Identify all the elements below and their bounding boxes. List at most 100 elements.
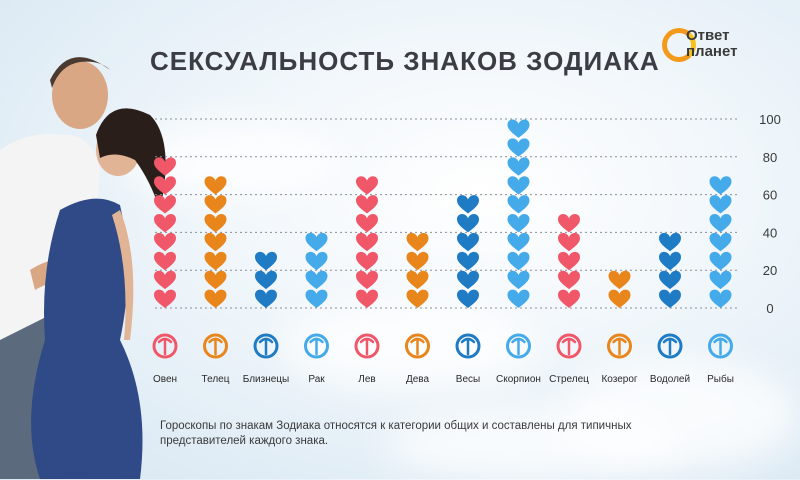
heart-mark [255,270,277,290]
heart-mark [356,214,378,233]
couple-photo [0,57,166,479]
y-tick-label: 80 [763,150,777,165]
heart-mark [154,195,176,214]
x-tick-label: Овен [153,374,177,385]
heart-mark [406,232,429,252]
heart-mark [154,232,176,252]
sagittarius-icon [556,333,582,359]
heart-mark [558,289,580,308]
y-tick-label: 20 [763,263,777,278]
heart-mark [457,251,479,271]
heart-mark [356,270,378,290]
heart-mark [558,251,580,271]
heart-mark [406,289,429,308]
x-tick-label: Телец [202,374,230,385]
heart-mark [204,289,227,308]
heart-mark [659,270,681,290]
heart-mark [507,289,530,308]
heart-mark [154,176,176,195]
heart-mark [558,214,580,233]
bar-0 [154,157,176,308]
heart-mark [507,119,530,138]
chart-title: СЕКСУАЛЬНОСТЬ ЗНАКОВ ЗОДИАКА [150,46,660,76]
heart-mark [507,157,530,176]
heart-mark [356,232,378,252]
aries-icon [152,333,178,359]
heart-mark [507,232,530,252]
scorpio-icon [506,333,531,359]
heart-mark [154,214,176,233]
heart-mark [154,270,176,290]
heart-mark [356,176,378,195]
footnote: Гороскопы по знакам Зодиака относятся к … [160,420,632,447]
x-tick-label: Рак [308,374,325,385]
heart-mark [356,289,378,308]
heart-mark [558,232,580,252]
bar-11 [709,176,732,308]
heart-mark [709,289,732,308]
heart-mark [154,157,176,176]
bar-2 [255,251,277,308]
heart-mark [709,195,732,214]
y-axis: 0 20 40 60 80 100 [759,112,781,316]
libra-icon [455,333,481,359]
heart-mark [659,289,681,308]
heart-mark [457,289,479,308]
heart-mark [457,214,479,233]
x-axis-labels: Овен Телец Близнецы Рак Лев Дева Весы Скорпион С… [153,373,734,385]
heart-mark [356,195,378,214]
logo-line-1: Ответ [686,27,730,44]
heart-mark [305,270,328,290]
heart-mark [507,214,530,233]
heart-mark [709,270,732,290]
zodiac-icons [152,333,733,359]
cloud [380,410,680,480]
heart-mark [608,270,631,290]
logo[interactable]: Ответ планет [662,24,772,74]
heart-mark [406,251,429,271]
heart-mark [659,251,681,271]
heart-mark [659,232,681,252]
heart-mark [406,270,429,290]
aquarius-icon [657,333,683,359]
heart-mark [204,251,227,271]
heart-mark [255,251,277,271]
x-tick-label: Дева [406,374,430,385]
logo-ring-icon [662,28,696,62]
heart-mark [305,251,328,271]
heart-mark [457,270,479,290]
bar-10 [659,232,681,308]
x-tick-label: Близнецы [243,374,289,385]
heart-mark [709,251,732,271]
logo-line-2: планет [686,43,738,60]
heart-mark [204,195,227,214]
heart-mark [204,176,227,195]
heart-mark [457,195,479,214]
heart-mark [154,251,176,271]
x-tick-label: Рыбы [707,373,734,385]
x-tick-label: Козерог [601,374,637,385]
heart-mark [558,270,580,290]
logo-text: Ответ планет [686,28,737,60]
bar-3 [305,232,328,308]
x-tick-label: Скорпион [496,374,541,385]
x-tick-label: Весы [456,374,480,385]
heart-mark [507,176,530,195]
heart-mark [608,289,631,308]
bar-4 [356,176,378,308]
heart-mark [709,176,732,195]
heart-mark [305,232,328,252]
heart-mark [356,251,378,271]
heart-mark [204,270,227,290]
x-tick-label: Лев [358,374,375,385]
heart-mark [204,214,227,233]
heart-mark [507,138,530,157]
heart-mark [255,289,277,308]
leo-icon [354,333,380,359]
y-tick-label: 60 [763,188,777,203]
cloud [280,300,540,390]
y-tick-label: 100 [759,112,781,127]
heart-mark [507,251,530,271]
heart-mark [709,214,732,233]
